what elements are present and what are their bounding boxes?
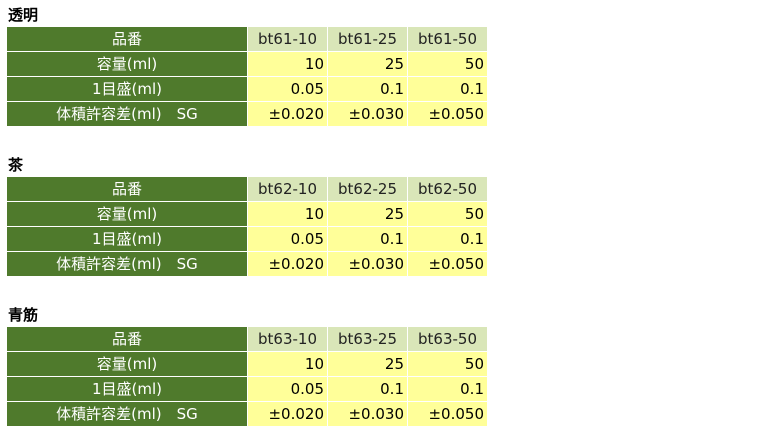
header-label: 品番 <box>7 327 247 351</box>
row-label: 体積許容差(ml) SG <box>7 252 247 276</box>
value-cell: 10 <box>248 52 327 76</box>
value-cell: ±0.030 <box>328 102 407 126</box>
data-row: 容量(ml) 10 25 50 <box>7 202 487 226</box>
header-cell: bt63-50 <box>408 327 487 351</box>
value-cell: ±0.020 <box>248 252 327 276</box>
value-cell: ±0.050 <box>408 402 487 426</box>
header-cell: bt61-10 <box>248 27 327 51</box>
header-cell: bt63-10 <box>248 327 327 351</box>
value-cell: 0.05 <box>248 227 327 251</box>
value-cell: 0.05 <box>248 77 327 101</box>
row-label: 体積許容差(ml) SG <box>7 102 247 126</box>
row-label: 1目盛(ml) <box>7 227 247 251</box>
data-row: 容量(ml) 10 25 50 <box>7 52 487 76</box>
value-cell: 0.1 <box>328 77 407 101</box>
row-label: 容量(ml) <box>7 202 247 226</box>
header-row: 品番 bt62-10 bt62-25 bt62-50 <box>7 177 487 201</box>
header-cell: bt63-25 <box>328 327 407 351</box>
row-label: 体積許容差(ml) SG <box>7 402 247 426</box>
data-row: 体積許容差(ml) SG ±0.020 ±0.030 ±0.050 <box>7 252 487 276</box>
header-row: 品番 bt61-10 bt61-25 bt61-50 <box>7 27 487 51</box>
row-label: 容量(ml) <box>7 52 247 76</box>
data-row: 体積許容差(ml) SG ±0.020 ±0.030 ±0.050 <box>7 102 487 126</box>
header-label: 品番 <box>7 177 247 201</box>
value-cell: 0.1 <box>328 377 407 401</box>
value-cell: 25 <box>328 202 407 226</box>
row-label: 1目盛(ml) <box>7 77 247 101</box>
data-row: 容量(ml) 10 25 50 <box>7 352 487 376</box>
data-row: 1目盛(ml) 0.05 0.1 0.1 <box>7 377 487 401</box>
section-title: 透明 <box>8 6 39 24</box>
row-label: 容量(ml) <box>7 352 247 376</box>
spec-table: 品番 bt61-10 bt61-25 bt61-50 容量(ml) 10 25 50 1目盛(m… <box>6 26 488 127</box>
header-cell: bt61-25 <box>328 27 407 51</box>
value-cell: 50 <box>408 352 487 376</box>
value-cell: 0.1 <box>328 227 407 251</box>
row-label: 1目盛(ml) <box>7 377 247 401</box>
data-row: 体積許容差(ml) SG ±0.020 ±0.030 ±0.050 <box>7 402 487 426</box>
header-row: 品番 bt63-10 bt63-25 bt63-50 <box>7 327 487 351</box>
value-cell: 0.1 <box>408 77 487 101</box>
value-cell: 50 <box>408 52 487 76</box>
value-cell: ±0.050 <box>408 102 487 126</box>
header-cell: bt61-50 <box>408 27 487 51</box>
data-row: 1目盛(ml) 0.05 0.1 0.1 <box>7 77 487 101</box>
header-label: 品番 <box>7 27 247 51</box>
value-cell: ±0.020 <box>248 102 327 126</box>
value-cell: 25 <box>328 352 407 376</box>
spec-table: 品番 bt62-10 bt62-25 bt62-50 容量(ml) 10 25 50 1目盛(m… <box>6 176 488 277</box>
section-title: 茶 <box>8 156 24 174</box>
value-cell: 0.1 <box>408 227 487 251</box>
value-cell: ±0.030 <box>328 402 407 426</box>
value-cell: 0.1 <box>408 377 487 401</box>
value-cell: 10 <box>248 352 327 376</box>
value-cell: ±0.050 <box>408 252 487 276</box>
spec-table: 品番 bt63-10 bt63-25 bt63-50 容量(ml) 10 25 50 1目盛(m… <box>6 326 488 427</box>
header-cell: bt62-10 <box>248 177 327 201</box>
header-cell: bt62-50 <box>408 177 487 201</box>
value-cell: 10 <box>248 202 327 226</box>
value-cell: 50 <box>408 202 487 226</box>
value-cell: ±0.030 <box>328 252 407 276</box>
value-cell: 0.05 <box>248 377 327 401</box>
value-cell: 25 <box>328 52 407 76</box>
section-title: 青筋 <box>8 306 39 324</box>
header-cell: bt62-25 <box>328 177 407 201</box>
data-row: 1目盛(ml) 0.05 0.1 0.1 <box>7 227 487 251</box>
value-cell: ±0.020 <box>248 402 327 426</box>
